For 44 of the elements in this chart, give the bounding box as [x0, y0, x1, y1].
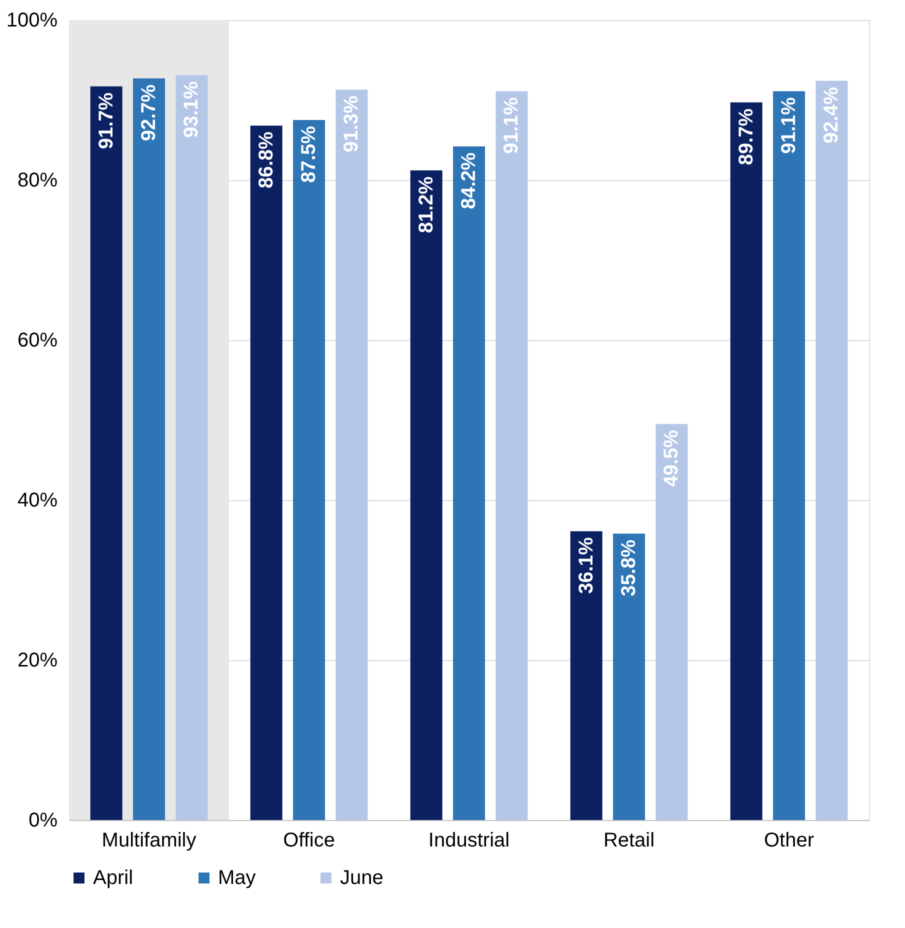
data-label: 92.7%: [138, 84, 160, 142]
bar: [613, 534, 645, 820]
data-label: 87.5%: [298, 126, 320, 183]
data-label: 89.7%: [735, 108, 758, 166]
data-label: 91.1%: [778, 96, 800, 154]
legend-label: April: [93, 867, 134, 889]
data-label: 92.4%: [820, 86, 843, 144]
bar: [730, 102, 762, 820]
data-label: 91.7%: [95, 92, 118, 150]
y-tick-label: 40%: [17, 490, 58, 512]
bar: [293, 120, 325, 820]
data-label: 86.8%: [255, 131, 278, 188]
y-tick-label: 100%: [6, 10, 58, 32]
bar: [90, 86, 122, 820]
data-label: 91.3%: [340, 95, 363, 152]
data-label: 49.5%: [660, 430, 683, 487]
data-label: 36.1%: [575, 536, 598, 594]
bar: [773, 91, 805, 820]
x-tick-label: Office: [283, 830, 335, 852]
y-tick-label: 20%: [17, 650, 58, 672]
bar: [250, 126, 282, 820]
legend-label: May: [218, 867, 256, 889]
x-tick-label: Other: [764, 830, 814, 852]
bar: [453, 146, 485, 820]
bar: [410, 170, 442, 820]
bar: [176, 75, 208, 820]
data-label: 93.1%: [180, 80, 203, 138]
y-tick-label: 0%: [28, 810, 58, 832]
data-label: 91.1%: [500, 96, 523, 154]
data-label: 35.8%: [618, 539, 640, 596]
y-tick-label: 80%: [17, 170, 58, 192]
bar: [816, 80, 848, 820]
x-tick-label: Retail: [603, 830, 655, 852]
bar: [656, 424, 688, 820]
data-label: 81.2%: [415, 176, 438, 234]
x-tick-label: Industrial: [428, 830, 510, 852]
x-tick-label: Multifamily: [102, 830, 196, 852]
legend-label: June: [340, 867, 384, 889]
y-tick-label: 60%: [17, 330, 58, 352]
data-label: 84.2%: [458, 152, 480, 210]
bar: [496, 91, 528, 820]
bar: [133, 78, 165, 820]
bar: [336, 90, 368, 820]
bar: [570, 531, 602, 820]
